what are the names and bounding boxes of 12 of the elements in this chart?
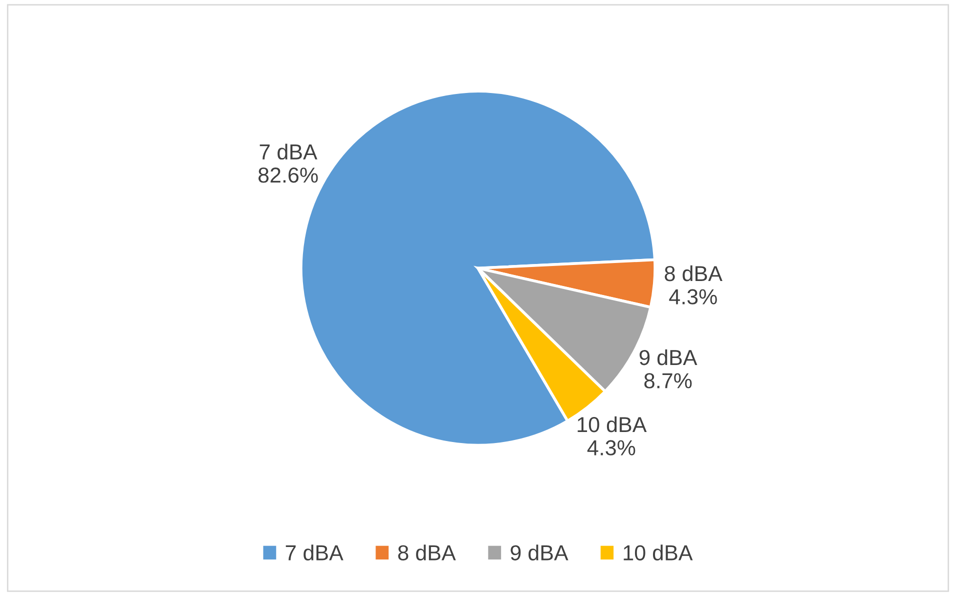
legend-label: 10 dBA [624,544,693,560]
slice-label: 8 dBA [664,265,722,282]
legend-label: 9 dBA [510,544,568,560]
legend-label: 7 dBA [286,544,344,560]
slice-label: 10 dBA [578,416,647,432]
data-label: 8.7% [644,373,692,388]
data-label: 4.3% [587,440,636,456]
slice-label: 7 dBA [260,144,318,160]
data-label: 4.3% [669,289,717,304]
data-label: 82.6% [258,168,318,183]
slice-label: 9 dBA [640,349,698,366]
legend-label: 8 dBA [398,544,456,560]
